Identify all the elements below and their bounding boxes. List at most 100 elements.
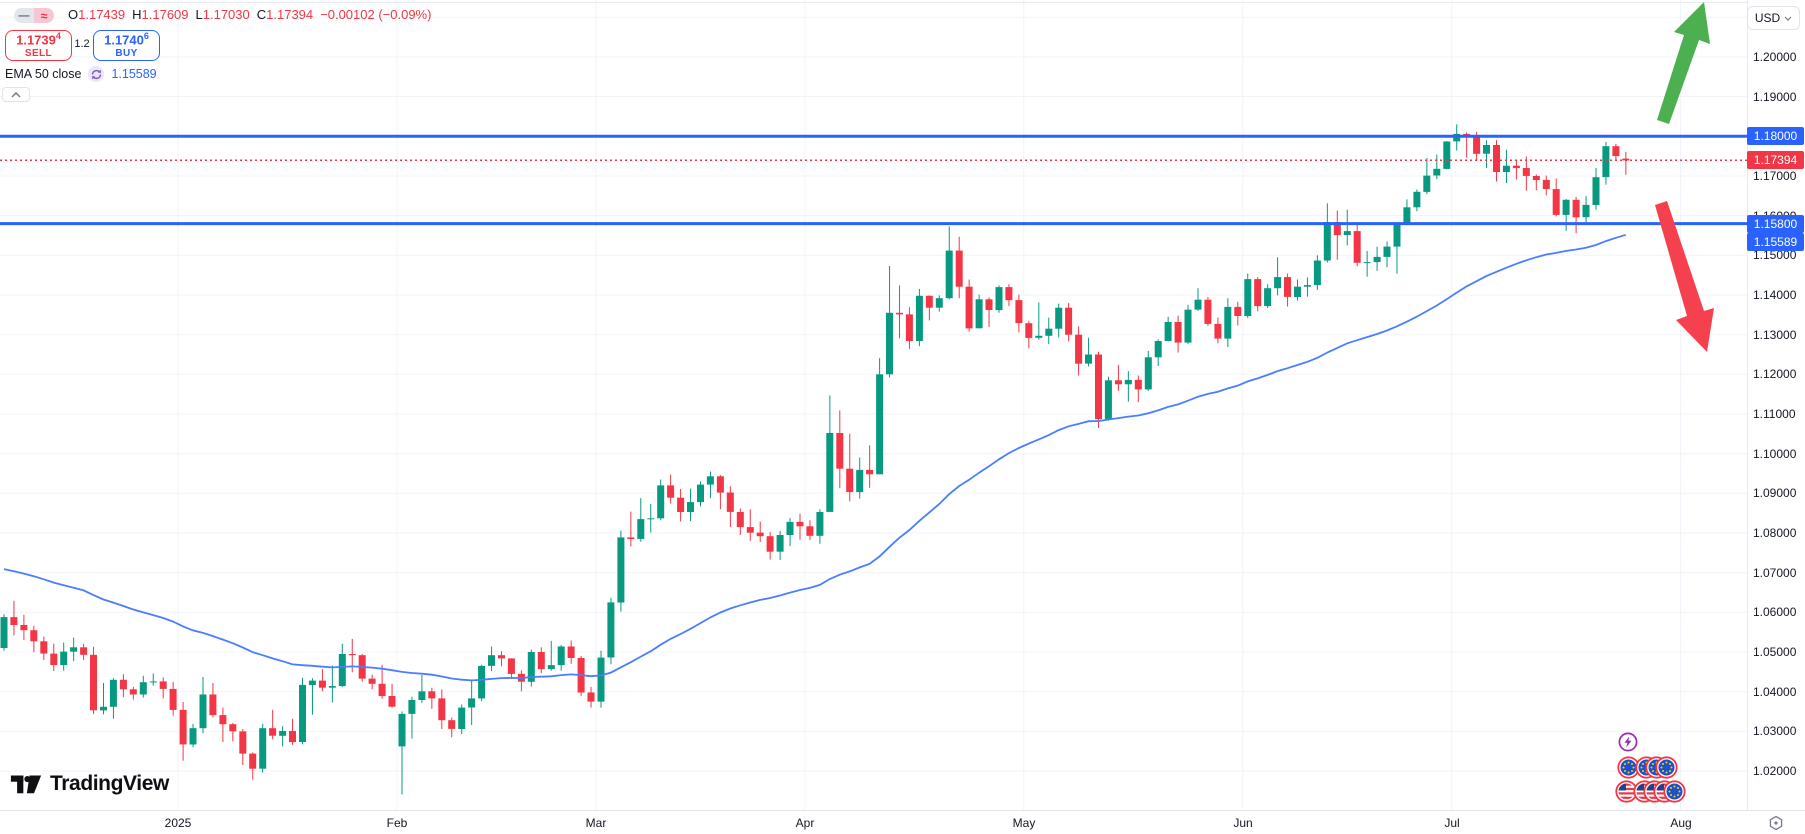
candle-body [1602,146,1610,178]
currency-selector[interactable]: USD [1747,6,1800,30]
buy-button[interactable]: 1.17406 BUY [93,30,160,61]
candle-body [1055,307,1063,329]
candle-body [1254,279,1262,307]
time-tick-label: Mar [585,816,607,830]
candle-body [448,720,456,729]
candle-body [438,698,446,721]
open-value: 1.17439 [78,7,126,22]
candle-body [1522,168,1530,176]
candle-body [179,709,187,745]
candle-body [1423,175,1431,192]
price-tick-label: 1.20000 [1753,50,1797,64]
candle-body [80,647,88,655]
time-tick-label: Jul [1444,816,1460,830]
candle-body [756,532,764,537]
collapse-legend-button[interactable] [2,87,30,102]
buy-label: BUY [115,47,138,59]
horizontal-rays-layer [0,134,1747,226]
candle-body [478,665,486,699]
price-tick-label: 1.06000 [1753,605,1797,619]
candle-body [119,679,127,690]
price-tag: 1.18000 [1747,127,1804,145]
candle-body [269,728,277,736]
candle-body [975,299,983,329]
tradingview-logo[interactable]: TradingView [10,770,169,797]
legend-source-pill[interactable]: ≈ [34,8,54,23]
candle-body [139,682,147,695]
ema-indicator-title: EMA 50 close [5,67,82,81]
open-label: O [68,7,79,22]
gear-icon[interactable] [1765,814,1787,832]
candle-body [985,299,993,310]
event-flags-row-eu[interactable] [1617,756,1678,779]
down-arrow-drawing[interactable] [1655,201,1714,352]
candle-body [1234,306,1242,316]
candle-body [935,298,943,308]
candle-body [597,657,605,702]
candle-body [1622,158,1630,161]
close-value: 1.17394 [266,7,314,22]
candle-body [1184,309,1192,343]
candle-body [1085,354,1092,364]
candle-body [1562,199,1570,215]
ema-indicator-legend[interactable]: EMA 50 close 1.15589 [5,66,157,82]
candle-body [249,753,257,769]
candle-body [945,250,953,299]
candle-body [1473,136,1481,154]
candle-body [90,654,97,711]
candle-body [1244,279,1252,316]
candle-body [1403,207,1411,224]
candle-body [1204,299,1212,324]
event-bolt-icon[interactable] [1618,732,1638,757]
candle-body [498,655,505,659]
candle-body [806,526,814,536]
candle-body [716,476,724,493]
candle-body [796,521,804,527]
candle-body [706,476,714,485]
candle-body [955,250,963,287]
candle-body [1572,199,1580,218]
price-tick-label: 1.19000 [1753,90,1797,104]
event-flags-row-us[interactable] [1615,780,1686,803]
refresh-icon[interactable] [88,66,105,82]
candle-body [657,485,665,519]
candle-body [1303,285,1311,287]
low-label: L [195,7,203,22]
candle-body [836,433,844,469]
candle-body [886,312,893,375]
candle-body [129,689,137,695]
candle-body [1393,223,1401,247]
price-tag: 1.17394 [1747,151,1804,169]
candle-body [209,694,217,716]
time-tick-label: Aug [1670,816,1692,830]
eu-flag-icon [1663,780,1686,803]
candle-body [1264,288,1272,307]
sell-price-sup: 4 [55,31,61,42]
candle-body [1104,380,1112,420]
candle-body [1353,231,1361,263]
price-axis[interactable]: 1.200001.190001.180001.170001.160001.150… [1747,0,1805,810]
candle-body [896,312,903,315]
candle-body [458,707,466,729]
price-tick-label: 1.04000 [1753,685,1797,699]
sell-label: SELL [24,47,53,59]
candle-body [687,502,694,512]
candle-body [1274,277,1282,289]
candle-body [726,492,734,512]
time-axis[interactable]: 2025 Feb Mar Apr May Jun Jul Aug [0,810,1805,834]
candle-body [1612,146,1620,157]
candle-body [1114,380,1122,385]
legend-collapse-pill[interactable]: — [14,8,34,23]
sell-button[interactable]: 1.17394 SELL [5,30,72,61]
price-tag: 1.15800 [1747,215,1804,233]
candle-body [1075,334,1083,364]
up-arrow-drawing[interactable] [1657,2,1710,124]
candle-body [1045,328,1053,336]
candle-body [1433,168,1441,176]
candle-body [826,433,834,512]
candle-body [1224,306,1232,339]
candle-body [1502,165,1510,172]
candle-body [388,696,396,707]
candle-body [328,686,336,688]
